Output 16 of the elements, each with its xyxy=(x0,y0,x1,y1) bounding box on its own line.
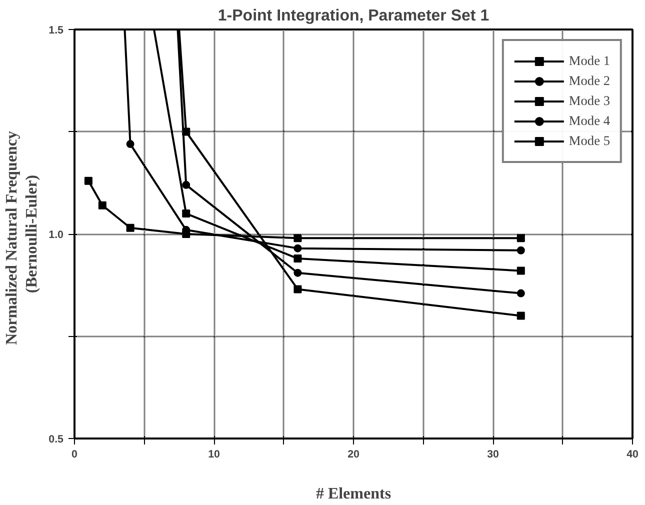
legend-label: Mode 1 xyxy=(568,53,610,69)
y-axis-title: Normalized Natural Frequency (Bernoulli-Euler) xyxy=(3,131,41,345)
x-tick-label: 30 xyxy=(487,448,499,460)
y-tick-label: 1.5 xyxy=(48,24,64,36)
x-tick-label: 20 xyxy=(348,448,360,460)
y-tick-label: 0.5 xyxy=(48,434,64,446)
legend-label: Mode 2 xyxy=(568,73,610,89)
x-tick-label: 10 xyxy=(208,448,220,460)
x-axis-title: # Elements xyxy=(316,486,392,502)
legend-label: Mode 5 xyxy=(568,133,610,149)
x-tick-label: 40 xyxy=(626,448,638,460)
y-tick-label: 1.0 xyxy=(48,229,64,241)
chart-title: 1-Point Integration, Parameter Set 1 xyxy=(218,8,490,24)
x-tick-label: 0 xyxy=(72,448,78,460)
legend-label: Mode 4 xyxy=(568,113,610,129)
legend-label: Mode 3 xyxy=(568,93,610,109)
